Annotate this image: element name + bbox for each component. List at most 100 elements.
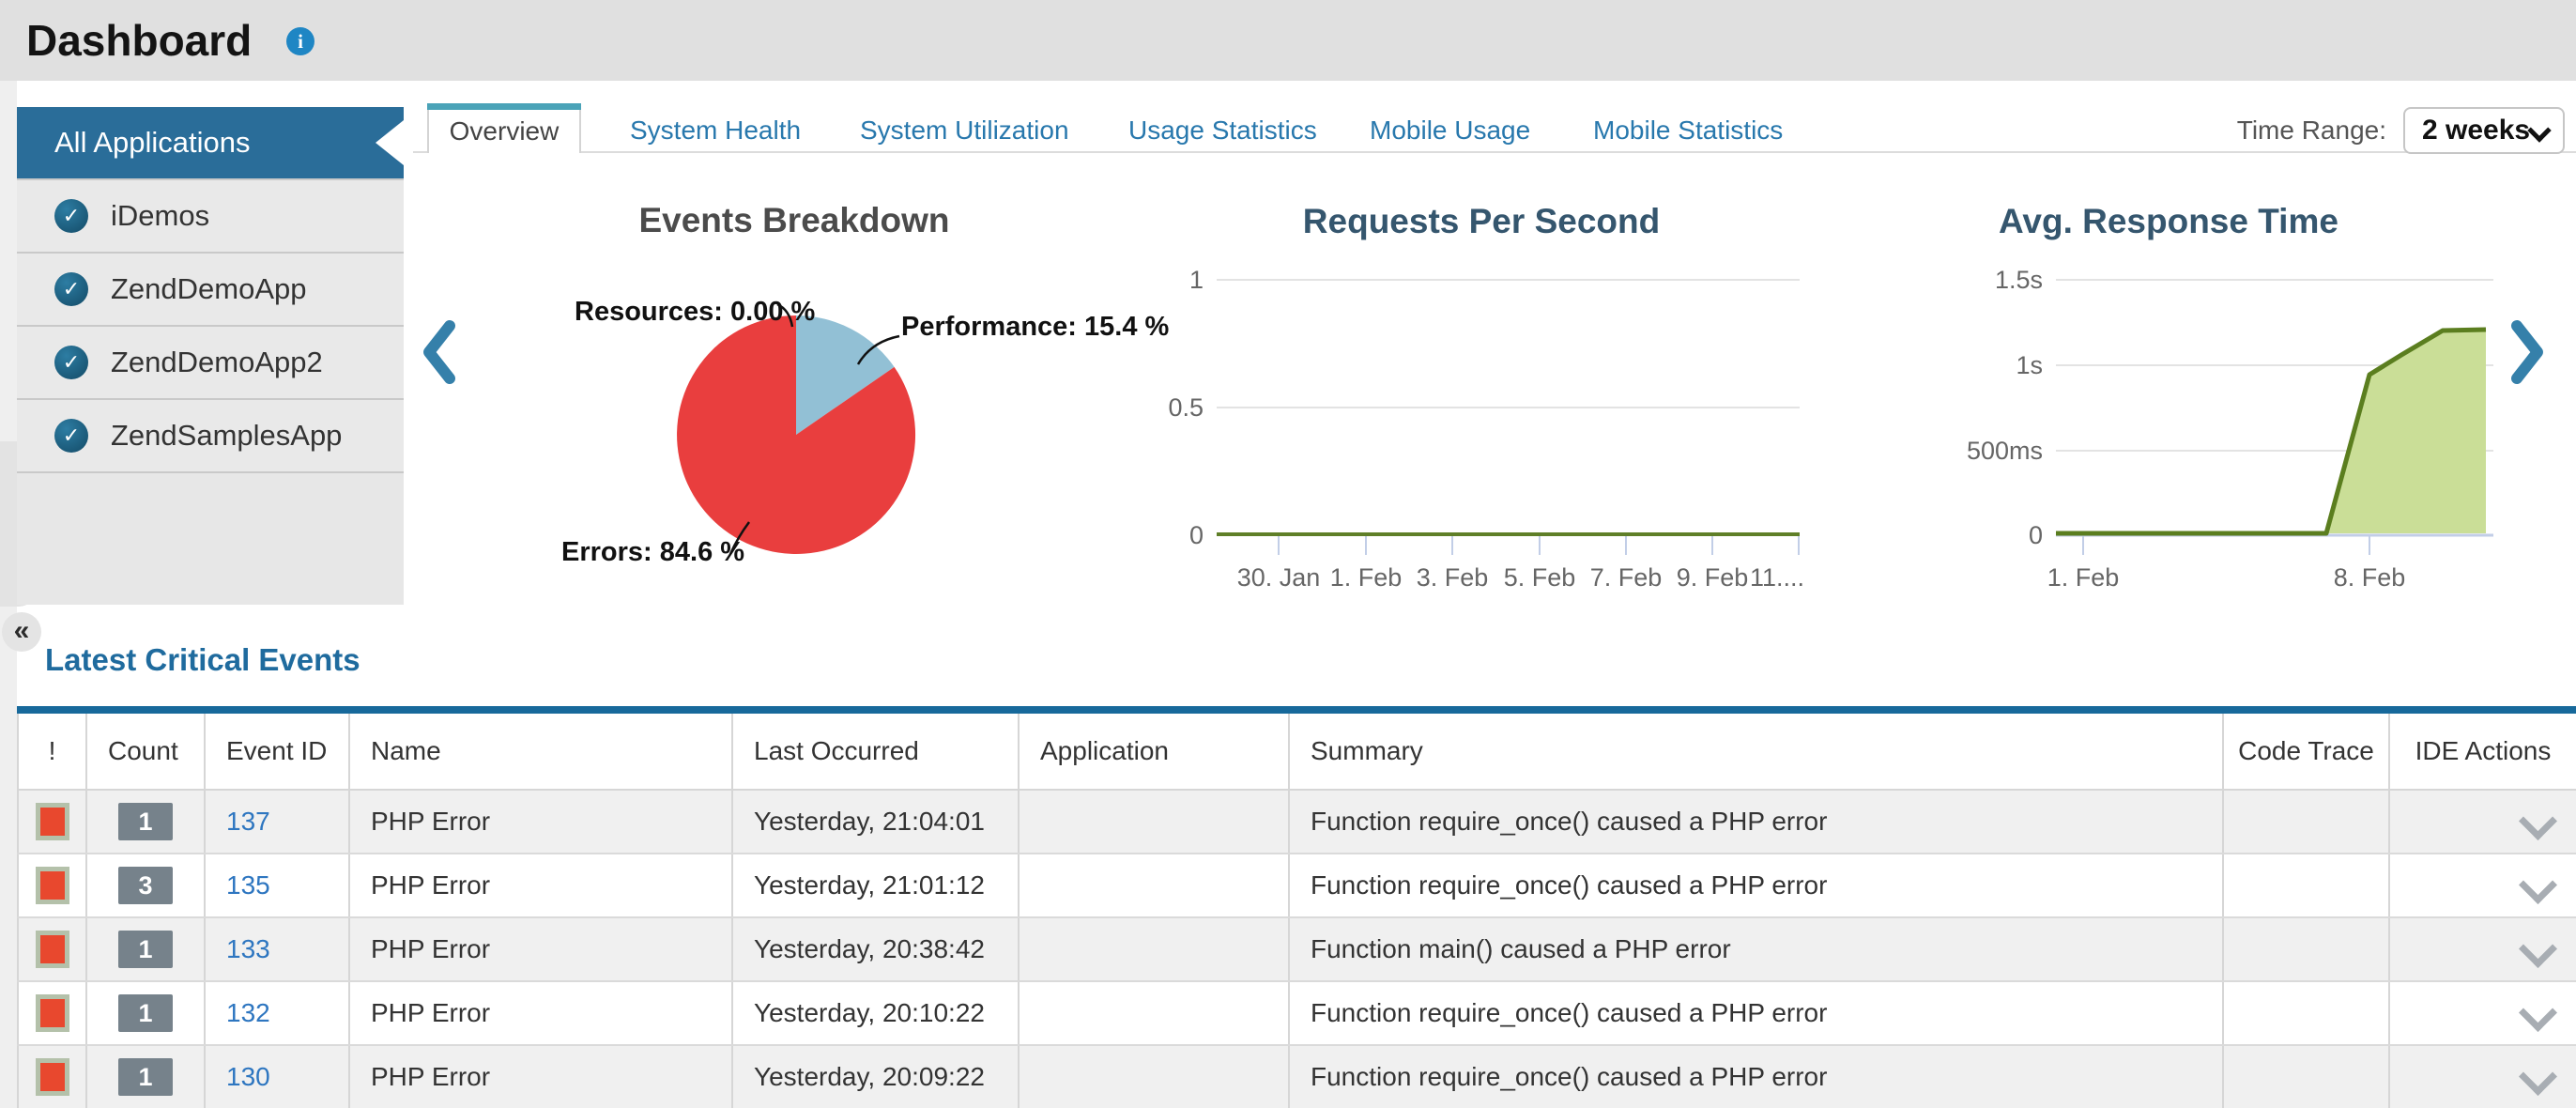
code-trace-cell	[2222, 1046, 2388, 1108]
tab-usage-statistics[interactable]: Usage Statistics	[1128, 115, 1317, 145]
severity-cell	[17, 854, 85, 916]
y-tick-label: 0	[1189, 521, 1204, 549]
y-tick-label: 500ms	[1967, 437, 2043, 465]
application-cell	[1018, 982, 1288, 1044]
carousel-next-arrow-icon[interactable]	[2509, 319, 2547, 385]
sidebar-item-label: iDemos	[111, 199, 210, 232]
event-id-link[interactable]: 132	[226, 998, 270, 1027]
event-row-132[interactable]: 1 132 PHP Error Yesterday, 20:10:22 Func…	[17, 982, 2576, 1046]
ide-actions-cell	[2388, 918, 2576, 980]
x-tick-label: 1. Feb	[1330, 563, 1403, 592]
last-occurred-cell: Yesterday, 21:01:12	[731, 854, 1018, 916]
code-trace-cell	[2222, 854, 2388, 916]
severity-cell	[17, 1046, 85, 1108]
sidebar-collapse-button[interactable]: «	[2, 612, 41, 652]
summary-cell: Function require_once() caused a PHP err…	[1288, 791, 2222, 853]
column-header-name[interactable]: Name	[348, 714, 731, 789]
leader-line-performance	[856, 334, 900, 365]
pie-slice-performance[interactable]	[796, 315, 895, 435]
event-row-137[interactable]: 1 137 PHP Error Yesterday, 21:04:01 Func…	[17, 791, 2576, 854]
event-id-link[interactable]: 130	[226, 1062, 270, 1091]
column-header-count[interactable]: Count	[85, 714, 204, 789]
last-occurred-cell: Yesterday, 20:10:22	[731, 982, 1018, 1044]
column-header-application[interactable]: Application	[1018, 714, 1288, 789]
count-cell: 1	[85, 791, 204, 853]
applications-sidebar: All Applications ✓ iDemos ✓ ZendDemoApp …	[17, 107, 404, 605]
count-cell: 3	[85, 854, 204, 916]
sidebar-item-zendsamplesapp[interactable]: ✓ ZendSamplesApp	[17, 398, 404, 471]
count-badge: 3	[118, 867, 173, 904]
check-circle-icon: ✓	[54, 419, 88, 453]
column-header-severity[interactable]: !	[17, 714, 85, 789]
y-tick-label: 0.5	[1168, 393, 1204, 422]
time-range-select[interactable]: 2 weeks	[2403, 107, 2565, 154]
column-header-ide-actions[interactable]: IDE Actions	[2388, 714, 2576, 789]
chevron-down-icon	[2527, 118, 2552, 143]
area-chart-title: Avg. Response Time	[1999, 202, 2338, 240]
sidebar-item-all-applications[interactable]: All Applications	[17, 107, 404, 178]
chevron-down-icon[interactable]	[2518, 801, 2558, 841]
ide-actions-cell	[2388, 1046, 2576, 1108]
critical-severity-icon	[35, 803, 69, 840]
time-range-control: Time Range: 2 weeks	[2237, 107, 2565, 154]
event-row-130[interactable]: 1 130 PHP Error Yesterday, 20:09:22 Func…	[17, 1046, 2576, 1108]
ide-actions-cell	[2388, 791, 2576, 853]
tab-system-utilization[interactable]: System Utilization	[860, 115, 1069, 145]
y-tick-label: 1s	[2016, 351, 2043, 379]
event-row-135[interactable]: 3 135 PHP Error Yesterday, 21:01:12 Func…	[17, 854, 2576, 918]
event-id-link[interactable]: 137	[226, 807, 270, 836]
column-header-last-occurred[interactable]: Last Occurred	[731, 714, 1018, 789]
count-badge: 1	[118, 931, 173, 968]
event-row-133[interactable]: 1 133 PHP Error Yesterday, 20:38:42 Func…	[17, 918, 2576, 982]
carousel-prev-arrow-icon[interactable]	[420, 319, 457, 385]
x-tick-label: 7. Feb	[1590, 563, 1663, 592]
critical-severity-icon	[35, 994, 69, 1032]
summary-cell: Function require_once() caused a PHP err…	[1288, 854, 2222, 916]
check-circle-icon: ✓	[54, 272, 88, 306]
code-trace-cell	[2222, 791, 2388, 853]
check-circle-icon: ✓	[54, 346, 88, 379]
chevron-down-icon[interactable]	[2518, 865, 2558, 905]
column-header-code-trace[interactable]: Code Trace	[2222, 714, 2388, 789]
sidebar-item-zenddemoapp[interactable]: ✓ ZendDemoApp	[17, 252, 404, 325]
requests-per-second-chart: Requests Per Second 1 0.5 0 30. Jan 1. F…	[1168, 202, 1804, 592]
column-header-summary[interactable]: Summary	[1288, 714, 2222, 789]
count-cell: 1	[85, 1046, 204, 1108]
x-tick-label: 5. Feb	[1504, 563, 1576, 592]
x-tick-label: 30. Jan	[1237, 563, 1321, 592]
summary-cell: Function require_once() caused a PHP err…	[1288, 982, 2222, 1044]
code-trace-cell	[2222, 918, 2388, 980]
table-header-row: ! Count Event ID Name Last Occurred Appl…	[17, 714, 2576, 791]
summary-cell: Function require_once() caused a PHP err…	[1288, 1046, 2222, 1108]
tab-mobile-statistics[interactable]: Mobile Statistics	[1593, 115, 1784, 145]
sidebar-item-label: ZendSamplesApp	[111, 419, 343, 452]
pie-slice-errors[interactable]	[677, 315, 916, 554]
pie-label-errors: Errors: 84.6 %	[561, 537, 745, 567]
top-header-bar: Dashboard i	[0, 0, 2576, 81]
tab-overview[interactable]: Overview	[427, 103, 581, 153]
check-circle-icon: ✓	[54, 199, 88, 233]
sidebar-item-zenddemoapp2[interactable]: ✓ ZendDemoApp2	[17, 325, 404, 398]
tab-system-health[interactable]: System Health	[630, 115, 802, 145]
series-area-response-time	[2056, 330, 2486, 533]
last-occurred-cell: Yesterday, 21:04:01	[731, 791, 1018, 853]
sidebar-item-idemos[interactable]: ✓ iDemos	[17, 178, 404, 252]
y-tick-label: 1	[1189, 266, 1204, 294]
chevron-down-icon[interactable]	[2518, 993, 2558, 1033]
critical-severity-icon	[35, 1058, 69, 1096]
column-header-event-id[interactable]: Event ID	[204, 714, 348, 789]
summary-cell: Function main() caused a PHP error	[1288, 918, 2222, 980]
event-id-link[interactable]: 133	[226, 934, 270, 963]
application-cell	[1018, 1046, 1288, 1108]
count-badge: 1	[118, 1058, 173, 1096]
tab-mobile-usage[interactable]: Mobile Usage	[1370, 115, 1531, 145]
event-id-link[interactable]: 135	[226, 870, 270, 900]
pie-label-performance: Performance: 15.4 %	[901, 312, 1170, 342]
name-cell: PHP Error	[348, 854, 731, 916]
code-trace-cell	[2222, 982, 2388, 1044]
chevron-down-icon[interactable]	[2518, 929, 2558, 969]
chevron-down-icon[interactable]	[2518, 1056, 2558, 1097]
info-icon[interactable]: i	[286, 27, 314, 55]
name-cell: PHP Error	[348, 1046, 731, 1108]
leader-line-errors	[728, 521, 751, 555]
